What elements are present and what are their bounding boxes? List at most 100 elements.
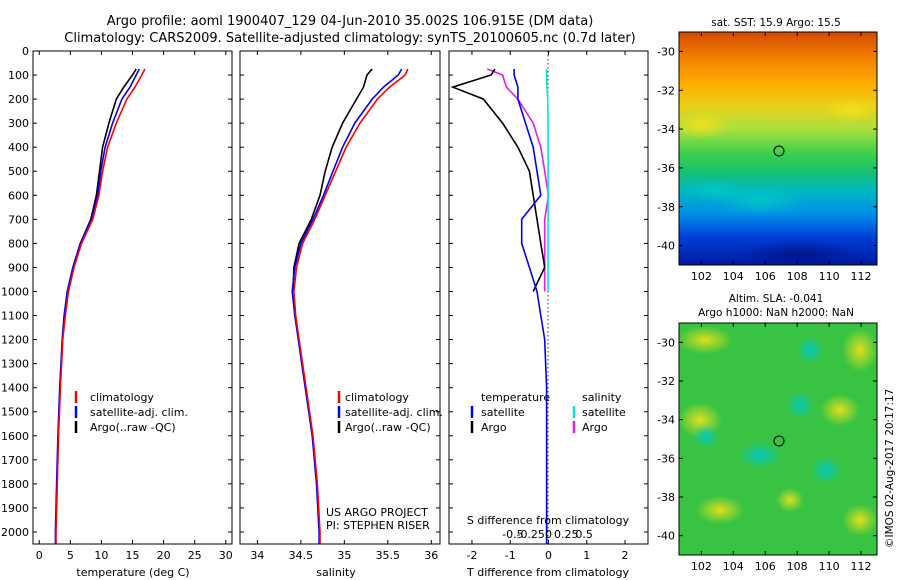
legend-satellite-label: satellite-adj. clim.: [345, 406, 443, 419]
legend-sal-argo-label: Argo: [582, 421, 608, 434]
series-line-temperature-satellite: [513, 69, 548, 544]
map-lon-label: 104: [723, 270, 744, 283]
salinity-panel: 34 34.5 35 35.5 36 salinity climatology sate…: [239, 50, 443, 579]
sst-map: sat. SST: 15.9 Argo: 15.5: [657, 17, 878, 283]
sst-cool-patch: [685, 178, 745, 202]
x-tick-label: 0: [36, 549, 43, 562]
legend-climatology-label: climatology: [345, 391, 409, 404]
salinity-frame: [239, 50, 441, 545]
s-tick-label: 0: [545, 528, 552, 541]
pi-note: PI: STEPHEN RISER: [326, 519, 430, 532]
sla-map: Altim. SLA: -0.041 Argo h1000: NaN h2000…: [657, 293, 878, 573]
depth-tick-label: 1500: [1, 406, 29, 419]
legend-temp-argo-label: Argo: [481, 421, 507, 434]
salinity-xlabel: salinity: [316, 566, 356, 579]
legend-argo-label: Argo(..raw -QC): [90, 421, 176, 434]
depth-tick-label: 1700: [1, 454, 29, 467]
map-lat-label: -30: [657, 45, 675, 58]
depth-tick-label: 1300: [1, 358, 29, 371]
x-tick-label: -2: [466, 549, 477, 562]
s-tick-label: 0.25: [554, 528, 579, 541]
sst-map-frame: [678, 31, 878, 266]
sla-map-frame: [678, 322, 878, 556]
map-lon-label: 108: [787, 270, 808, 283]
sla-low-patch: [796, 336, 824, 364]
legend-sal-satellite-label: satellite: [582, 406, 626, 419]
depth-tick-label: 1000: [1, 285, 29, 298]
legend-temp-satellite-label: satellite: [481, 406, 525, 419]
figure-title-line2: Climatology: CARS2009. Satellite-adjuste…: [64, 31, 636, 46]
x-tick-label: 10: [94, 549, 108, 562]
salinity-legend: climatology satellite-adj. clim. Argo(..…: [337, 391, 443, 434]
sst-warm-patch: [679, 111, 732, 139]
s-tick-label: 0.5: [575, 528, 593, 541]
map-lat-label: -36: [657, 162, 675, 175]
temperature-xlabel: temperature (deg C): [76, 566, 189, 579]
sla-high-patch: [842, 328, 877, 372]
figure-title-line1: Argo profile: aoml 1900407_129 04-Jun-20…: [107, 14, 594, 29]
difference-panel: -2 -1 0 1 2 -0.5-0.25 0 0.250.5 T difference fr…: [448, 50, 649, 579]
map-lat-label: -40: [657, 240, 675, 253]
argo-location-marker: [773, 435, 785, 447]
sla-high-patch: [820, 394, 860, 426]
x-tick-label: 36: [424, 549, 438, 562]
depth-tick-label: 1200: [1, 334, 29, 347]
sst-map-title: sat. SST: 15.9 Argo: 15.5: [711, 17, 841, 29]
series-line-argo-raw-qc-: [292, 68, 373, 292]
map-lon-label: 112: [851, 560, 872, 573]
sla-low-patch: [692, 424, 720, 448]
sla-high-patch: [776, 488, 804, 512]
depth-tick-label: 800: [8, 237, 29, 250]
depth-tick-label: 200: [8, 93, 29, 106]
map-lat-label: -32: [657, 84, 675, 97]
difference-legend: temperature salinity satellite Argo sate…: [470, 391, 626, 434]
map-lat-label: -32: [657, 375, 675, 388]
map-lon-label: 110: [819, 270, 840, 283]
series-line-temperature-argo: [450, 68, 546, 292]
map-lat-label: -30: [657, 336, 675, 349]
x-tick-label: 5: [67, 549, 74, 562]
temperature-legend: climatology satellite-adj. clim. Argo(..…: [74, 391, 188, 434]
map-lat-label: -34: [657, 123, 675, 136]
depth-tick-label: 1900: [1, 502, 29, 515]
legend-satellite-label: satellite-adj. clim.: [90, 406, 188, 419]
series-line-climatology: [293, 68, 409, 544]
depth-tick-label: 0: [22, 45, 29, 58]
depth-tick-label: 900: [8, 261, 29, 274]
depth-tick-label: 2000: [1, 526, 29, 539]
legend-argo-label: Argo(..raw -QC): [345, 421, 431, 434]
map-lon-label: 106: [755, 560, 776, 573]
depth-tick-label: 500: [8, 165, 29, 178]
depth-tick-label: 300: [8, 117, 29, 130]
x-tick-label: 0: [545, 549, 552, 562]
depth-tick-label: 600: [8, 189, 29, 202]
map-lon-label: 102: [691, 560, 712, 573]
map-lat-label: -36: [657, 452, 675, 465]
temperature-panel: 0100200300400500600700800900100011001200…: [1, 45, 233, 579]
sst-field: [679, 32, 877, 265]
sla-high-patch: [842, 504, 877, 536]
s-tick-label: -0.25: [516, 528, 544, 541]
x-tick-label: 34.5: [289, 549, 314, 562]
x-tick-label: 30: [219, 549, 233, 562]
map-lon-label: 110: [819, 560, 840, 573]
depth-tick-label: 100: [8, 69, 29, 82]
series-line-salinity-satellite: [545, 69, 549, 292]
legend-climatology-label: climatology: [90, 391, 154, 404]
depth-tick-label: 400: [8, 141, 29, 154]
difference-frame: [448, 50, 649, 545]
x-tick-label: 34: [250, 549, 264, 562]
sla-high-patch: [696, 496, 744, 524]
s-tick-label: -0.5: [502, 528, 523, 541]
x-tick-label: 25: [188, 549, 202, 562]
argo-location-marker: [773, 145, 785, 157]
depth-tick-label: 700: [8, 213, 29, 226]
sst-deep-patch: [740, 239, 860, 265]
depth-tick-label: 1800: [1, 478, 29, 491]
sla-map-title1: Altim. SLA: -0.041: [729, 293, 824, 305]
map-lon-label: 102: [691, 270, 712, 283]
project-note: US ARGO PROJECT: [326, 506, 428, 519]
depth-tick-label: 1600: [1, 430, 29, 443]
x-tick-label: 20: [157, 549, 171, 562]
sst-warm-patch: [822, 98, 877, 122]
